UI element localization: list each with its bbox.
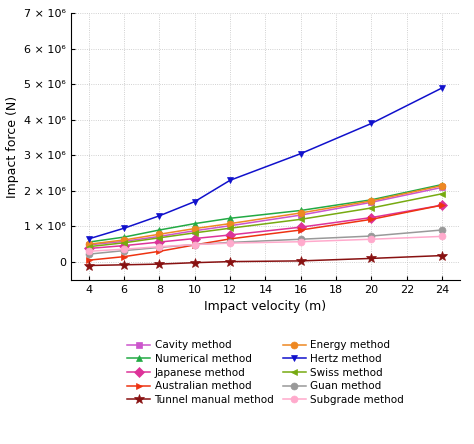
Cavity method: [369, 200, 374, 205]
Guan method: [156, 245, 162, 250]
Line: Hertz method: Hertz method: [85, 84, 446, 242]
Australian method: [298, 227, 304, 233]
Tunnel manual method: [439, 253, 445, 258]
Guan method: [227, 240, 233, 245]
Subgrade method: [298, 239, 304, 244]
Line: Guan method: Guan method: [85, 226, 446, 258]
Line: Tunnel manual method: Tunnel manual method: [84, 251, 447, 270]
Guan method: [439, 227, 445, 233]
Subgrade method: [192, 242, 198, 247]
Energy method: [121, 237, 127, 242]
Line: Japanese method: Japanese method: [85, 202, 446, 252]
Swiss method: [369, 205, 374, 210]
X-axis label: Impact velocity (m): Impact velocity (m): [204, 300, 327, 313]
Cavity method: [86, 242, 91, 248]
Japanese method: [121, 243, 127, 248]
Hertz method: [298, 151, 304, 156]
Swiss method: [227, 226, 233, 231]
Line: Energy method: Energy method: [85, 182, 446, 248]
Japanese method: [298, 225, 304, 230]
Swiss method: [439, 191, 445, 196]
Energy method: [369, 198, 374, 203]
Tunnel manual method: [227, 259, 233, 264]
Line: Cavity method: Cavity method: [85, 184, 446, 248]
Subgrade method: [121, 246, 127, 252]
Hertz method: [156, 213, 162, 218]
Numerical method: [121, 234, 127, 240]
Energy method: [156, 232, 162, 237]
Numerical method: [369, 197, 374, 202]
Cavity method: [298, 212, 304, 218]
Legend: Cavity method, Numerical method, Japanese method, Australian method, Tunnel manu: Cavity method, Numerical method, Japanes…: [125, 338, 406, 407]
Energy method: [86, 242, 91, 247]
Australian method: [227, 236, 233, 242]
Line: Numerical method: Numerical method: [85, 181, 446, 246]
Energy method: [298, 210, 304, 216]
Cavity method: [439, 185, 445, 190]
Cavity method: [156, 234, 162, 239]
Subgrade method: [439, 234, 445, 239]
Australian method: [192, 242, 198, 248]
Swiss method: [298, 217, 304, 222]
Subgrade method: [227, 241, 233, 246]
Numerical method: [86, 239, 91, 245]
Hertz method: [121, 226, 127, 231]
Australian method: [439, 202, 445, 208]
Line: Subgrade method: Subgrade method: [85, 233, 446, 255]
Japanese method: [192, 236, 198, 241]
Hertz method: [192, 199, 198, 204]
Cavity method: [192, 228, 198, 234]
Line: Swiss method: Swiss method: [85, 190, 446, 250]
Australian method: [121, 254, 127, 259]
Numerical method: [439, 182, 445, 187]
Australian method: [86, 258, 91, 263]
Japanese method: [227, 232, 233, 238]
Numerical method: [192, 221, 198, 226]
Japanese method: [439, 202, 445, 208]
Guan method: [192, 242, 198, 247]
Hertz method: [227, 178, 233, 183]
Cavity method: [121, 239, 127, 244]
Tunnel manual method: [298, 258, 304, 264]
Swiss method: [156, 235, 162, 241]
Numerical method: [156, 227, 162, 233]
Hertz method: [439, 85, 445, 91]
Subgrade method: [156, 244, 162, 250]
Energy method: [227, 221, 233, 226]
Guan method: [369, 234, 374, 239]
Swiss method: [121, 240, 127, 246]
Japanese method: [156, 239, 162, 245]
Tunnel manual method: [86, 263, 91, 268]
Subgrade method: [86, 249, 91, 254]
Hertz method: [86, 236, 91, 242]
Japanese method: [369, 215, 374, 220]
Tunnel manual method: [369, 256, 374, 261]
Tunnel manual method: [192, 260, 198, 266]
Guan method: [298, 237, 304, 242]
Energy method: [439, 183, 445, 188]
Cavity method: [227, 223, 233, 228]
Hertz method: [369, 121, 374, 126]
Guan method: [86, 251, 91, 257]
Line: Australian method: Australian method: [85, 202, 446, 264]
Numerical method: [227, 216, 233, 221]
Y-axis label: Impact force (N): Impact force (N): [6, 95, 19, 198]
Tunnel manual method: [121, 262, 127, 267]
Australian method: [156, 249, 162, 254]
Swiss method: [86, 244, 91, 250]
Japanese method: [86, 246, 91, 251]
Swiss method: [192, 230, 198, 235]
Energy method: [192, 226, 198, 231]
Australian method: [369, 217, 374, 222]
Numerical method: [298, 208, 304, 213]
Tunnel manual method: [156, 262, 162, 267]
Guan method: [121, 248, 127, 253]
Subgrade method: [369, 237, 374, 242]
